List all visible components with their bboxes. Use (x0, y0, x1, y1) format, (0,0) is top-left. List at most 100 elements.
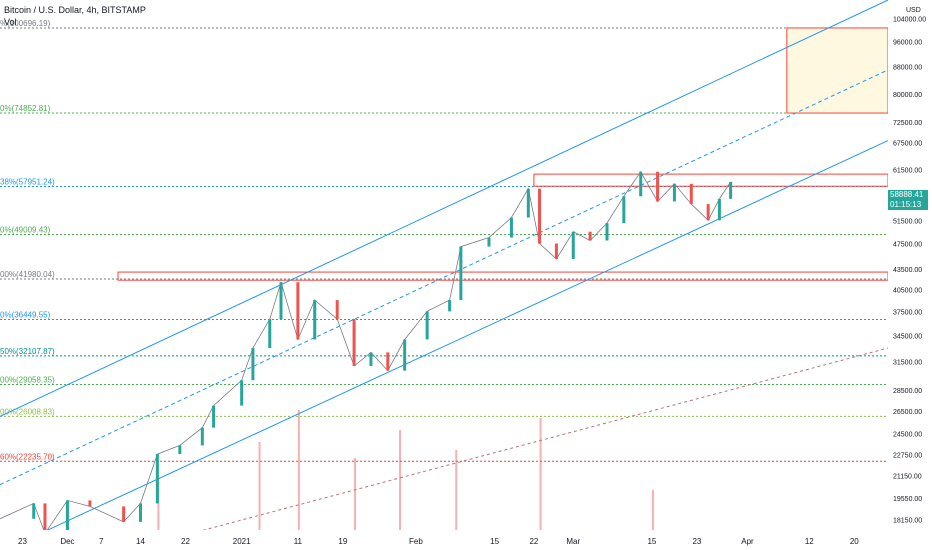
candle (268, 319, 272, 349)
candle (88, 500, 92, 507)
candle (526, 188, 530, 218)
volume-bar (539, 418, 542, 530)
price-axis-bg (888, 0, 932, 550)
time-axis-bg (0, 530, 932, 550)
volume-bar (157, 482, 160, 530)
volume-bars (157, 410, 654, 530)
channel-lower-line (3, 140, 889, 550)
fib-label: 60%(22235.70) (0, 452, 55, 461)
price-tick-label: 40500.00 (893, 287, 922, 294)
candle (639, 171, 643, 197)
time-tick-label: 2021 (233, 537, 251, 546)
fib-label: 0%(36449.55) (0, 310, 51, 319)
candle (296, 282, 300, 340)
candle (729, 181, 733, 199)
price-tick-label: 28500.00 (893, 388, 922, 395)
time-tick-label: Mar (566, 537, 580, 546)
candle (706, 204, 710, 221)
price-tick-label: 72500.00 (893, 120, 922, 127)
candle (43, 503, 47, 534)
candle (403, 339, 407, 371)
candle (279, 282, 283, 320)
candle (65, 500, 69, 534)
time-tick-label: Feb (409, 537, 423, 546)
target-zone (786, 27, 889, 114)
candle (313, 300, 317, 340)
candle (588, 231, 592, 241)
price-tick-label: 31500.00 (893, 359, 922, 366)
candle (155, 454, 159, 504)
fib-label: 50%(32107.87) (0, 347, 55, 356)
price-tick-label: 88000.00 (893, 65, 922, 72)
volume-bar (399, 430, 402, 530)
volume-indicator-label[interactable]: Vol (4, 17, 17, 27)
channel-upper-line (0, 0, 889, 417)
candle (122, 506, 126, 522)
candle (656, 171, 660, 202)
resistance-zone-upper (533, 173, 889, 187)
countdown-tag: 01:15:13 (888, 200, 928, 210)
channel-mid-line (0, 69, 889, 486)
price-tick-label: 51500.00 (893, 218, 922, 225)
time-tick-label: 23 (692, 537, 701, 546)
candle (139, 503, 143, 522)
volume-bar (651, 490, 654, 530)
fib-levels: %(100696.19) 0%(74852.81) 38%(57951.24) 0%(… (0, 19, 888, 462)
candle (554, 243, 558, 260)
candle (448, 300, 452, 312)
candle (487, 237, 491, 247)
candle (717, 198, 721, 221)
price-tick-label: 61500.00 (893, 167, 922, 174)
time-tick-label: 22 (181, 537, 190, 546)
volume-bar (354, 458, 357, 530)
candle (240, 380, 244, 406)
price-tick-label: 104000.00 (893, 17, 926, 24)
price-tick-label: 47500.00 (893, 242, 922, 249)
candle (459, 246, 463, 301)
price-tick-label: 96000.00 (893, 40, 922, 47)
time-tick-label: 12 (805, 537, 814, 546)
price-tick-label: 37500.00 (893, 309, 922, 316)
price-tick-label: 18150.00 (893, 518, 922, 525)
volume-bar (455, 450, 458, 530)
price-tick-label: 21150.00 (893, 474, 922, 481)
price-tick-label: 43500.00 (893, 267, 922, 274)
time-axis: 23 Dec 7 14 22 2021 11 19 Feb 15 22 Mar 15 23 Apr 12 20 (0, 530, 932, 550)
time-tick-label: Dec (60, 537, 74, 546)
price-tick-label: 19550.00 (893, 496, 922, 503)
price-axis: USD 104000.00 96000.00 88000.00 80000.00 7250… (888, 0, 932, 550)
time-tick-label: 15 (647, 537, 656, 546)
candle (32, 503, 36, 519)
support-trend-line (185, 347, 889, 536)
currency-label: USD (906, 7, 921, 14)
fib-label: 00%(29058.35) (0, 376, 55, 385)
price-tick-label: 67500.00 (893, 141, 922, 148)
candle (689, 183, 693, 205)
chart-title: Bitcoin / U.S. Dollar, 4h, BITSTAMP (4, 5, 146, 15)
price-tick-label: 80000.00 (893, 92, 922, 99)
resistance-zones (117, 27, 889, 281)
candle (571, 231, 575, 260)
fib-label: 0%(74852.81) (0, 104, 51, 113)
time-tick-label: 23 (18, 537, 27, 546)
time-tick-label: 7 (99, 537, 104, 546)
time-tick-label: 22 (529, 537, 538, 546)
price-path (0, 171, 731, 535)
price-tick-label: 24500.00 (893, 431, 922, 438)
fib-label: %(100696.19) (0, 19, 51, 28)
candle (369, 352, 373, 366)
candle (335, 300, 339, 320)
time-tick-label: 15 (490, 537, 499, 546)
volume-bar (297, 410, 300, 530)
time-tick-label: 14 (136, 537, 145, 546)
volume-bar (258, 442, 261, 530)
candle (200, 427, 204, 446)
candle (605, 223, 609, 241)
candle (672, 183, 676, 202)
candle (386, 352, 390, 371)
candle (509, 217, 513, 238)
trend-channel (0, 0, 889, 550)
fib-label: 38%(57951.24) (0, 177, 55, 186)
price-tick-label: 22750.00 (893, 453, 922, 460)
